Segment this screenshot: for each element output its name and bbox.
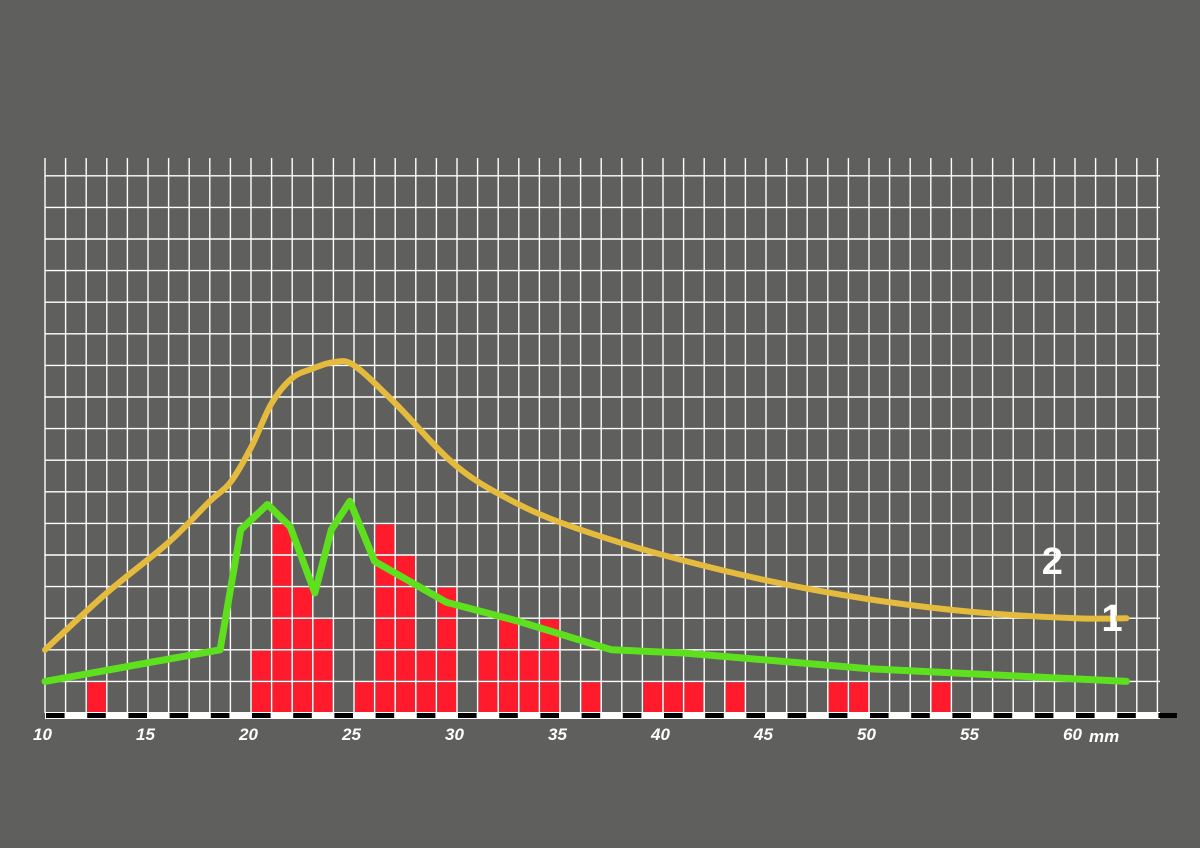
x-axis-segment: [746, 713, 765, 718]
histogram-bar: [664, 682, 683, 712]
x-axis-segment: [911, 713, 930, 718]
histogram-bar: [519, 682, 539, 712]
x-tick-label: 20: [238, 725, 258, 744]
x-axis-segment: [46, 713, 65, 718]
x-axis-segment: [622, 713, 642, 718]
x-tick-label: 60: [1063, 725, 1082, 744]
histogram-bar: [540, 682, 559, 712]
histogram-bar: [272, 524, 292, 554]
histogram-bar: [849, 682, 868, 712]
x-axis-baseline: [45, 712, 1160, 719]
x-axis-segment: [252, 713, 271, 718]
series-line-2: [42, 358, 1130, 653]
x-axis: 10 15 20 25 30 35 40 45 50 55 60 mm: [33, 712, 1177, 746]
x-tick-label: 40: [650, 725, 670, 744]
histogram-bar: [478, 682, 498, 712]
chart-grid: [44, 158, 1160, 714]
x-axis-segment: [1158, 713, 1177, 718]
histogram-bar: [828, 682, 848, 712]
histogram-bar: [519, 650, 539, 681]
x-tick-label: 15: [136, 725, 155, 744]
x-axis-segment: [293, 713, 312, 718]
series-line-1: [41, 497, 1130, 685]
x-tick-label: 45: [753, 725, 773, 744]
histogram-bar: [437, 682, 456, 712]
x-axis-segment: [128, 713, 147, 718]
x-axis-segment: [993, 713, 1013, 718]
x-axis-segment: [499, 713, 518, 718]
histogram-bar: [375, 650, 395, 681]
x-axis-segment: [458, 713, 477, 718]
x-axis-segment: [1034, 713, 1054, 718]
x-axis-segment: [705, 713, 724, 718]
histogram-bar: [396, 587, 415, 618]
histogram-bar: [931, 682, 951, 712]
x-axis-segment: [169, 713, 189, 718]
histogram-bar: [252, 682, 271, 712]
x-tick-label: 30: [445, 725, 464, 744]
histogram-bar: [313, 619, 333, 649]
series-label-1: 1: [1102, 598, 1123, 640]
x-axis-segment: [1076, 713, 1095, 718]
histogram-bar: [293, 682, 312, 712]
histogram-bar: [725, 682, 745, 712]
histogram-bar: [540, 650, 559, 681]
x-tick-label: 35: [548, 725, 567, 744]
histogram-bar: [643, 682, 662, 712]
histogram-bar: [272, 650, 292, 681]
x-tick-label: 25: [341, 725, 361, 744]
x-axis-unit: mm: [1089, 727, 1119, 746]
histogram-bar: [499, 682, 518, 712]
x-tick-label: 55: [960, 725, 979, 744]
x-axis-segment: [787, 713, 807, 718]
series-lines: [41, 358, 1130, 685]
histogram-bar: [581, 682, 601, 712]
histogram-bar: [355, 682, 374, 712]
histogram-bar: [375, 619, 395, 649]
histogram-bar: [313, 650, 333, 681]
histogram-bar: [375, 587, 395, 618]
x-axis-segment: [828, 713, 848, 718]
histogram-bar: [272, 556, 292, 586]
x-axis-segment: [540, 713, 559, 718]
x-axis-segment: [375, 713, 395, 718]
histogram-bar: [416, 650, 436, 681]
series-labels: 12: [1042, 541, 1123, 640]
histogram-bar: [396, 682, 415, 712]
x-axis-segment: [870, 713, 889, 718]
x-tick-label: 50: [857, 725, 876, 744]
histogram-bar: [272, 619, 292, 649]
histogram-bar: [396, 619, 415, 649]
histogram-bar: [252, 650, 271, 681]
histogram-bar: [437, 650, 456, 681]
histogram-bar: [478, 650, 498, 681]
histogram-bar: [293, 619, 312, 649]
histogram-bar: [396, 650, 415, 681]
x-axis-segment: [87, 713, 106, 718]
histogram-bar: [375, 682, 395, 712]
x-axis-segment: [210, 713, 230, 718]
x-axis-segment: [952, 713, 971, 718]
x-axis-segment: [334, 713, 353, 718]
x-tick-label: 10: [33, 725, 52, 744]
series-label-2: 2: [1042, 541, 1063, 583]
histogram-bar: [87, 682, 106, 712]
histogram-bar: [499, 650, 518, 681]
histogram-bar: [313, 682, 333, 712]
histogram-bar: [272, 682, 292, 712]
histogram-bar: [684, 682, 704, 712]
histogram-bar: [293, 650, 312, 681]
x-axis-segment: [664, 713, 683, 718]
histogram-bar: [437, 619, 456, 649]
x-axis-segment: [1117, 713, 1136, 718]
histogram-bar: [499, 619, 518, 649]
histogram-bar: [272, 587, 292, 618]
histogram-bar: [416, 682, 436, 712]
x-axis-segment: [416, 713, 436, 718]
histogram-bar: [375, 524, 395, 554]
histogram-bar: [293, 587, 312, 618]
x-axis-segment: [581, 713, 601, 718]
